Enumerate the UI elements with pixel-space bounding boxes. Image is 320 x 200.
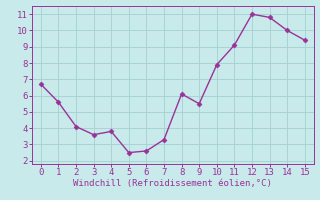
X-axis label: Windchill (Refroidissement éolien,°C): Windchill (Refroidissement éolien,°C): [73, 179, 272, 188]
